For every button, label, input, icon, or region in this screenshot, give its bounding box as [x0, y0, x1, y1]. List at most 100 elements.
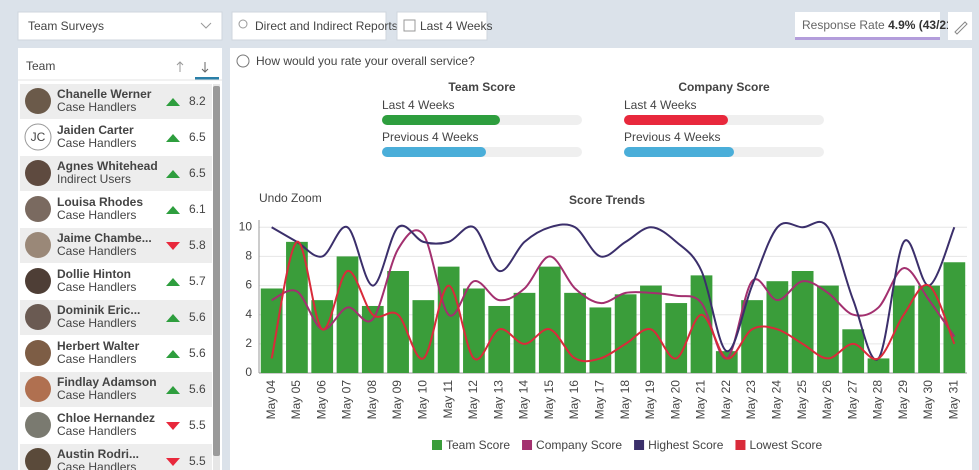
score-row-label: Last 4 Weeks [382, 98, 454, 112]
x-tick-label: May 27 [845, 380, 859, 420]
member-name: Dollie Hinton [57, 267, 131, 281]
scroll-thumb[interactable] [213, 86, 220, 456]
bar [261, 288, 283, 373]
period-label: Last 4 Weeks [420, 19, 492, 33]
y-tick-label: 8 [245, 249, 252, 263]
x-tick-label: May 21 [694, 380, 708, 420]
member-name: Agnes Whitehead [57, 159, 158, 173]
x-tick-label: May 12 [466, 380, 480, 420]
score-title: Team Score [448, 80, 515, 94]
x-tick-label: May 15 [542, 380, 556, 420]
undo-zoom[interactable]: Undo Zoom [259, 191, 322, 205]
x-tick-label: May 09 [390, 380, 404, 420]
legend-swatch [522, 440, 532, 450]
member-score: 5.5 [189, 418, 206, 432]
member-role: Case Handlers [57, 280, 136, 294]
x-tick-label: May 14 [517, 380, 531, 420]
member-score: 8.2 [189, 94, 206, 108]
member-score: 5.7 [189, 274, 206, 288]
member-score: 5.5 [189, 454, 206, 468]
legend-swatch [735, 440, 745, 450]
response-underline [795, 37, 940, 40]
bar [615, 294, 637, 373]
legend-swatch [634, 440, 644, 450]
chart-title: Score Trends [569, 193, 645, 207]
score-bar [624, 115, 728, 125]
dashboard: Team Surveys Direct and Indirect Reports… [0, 0, 979, 470]
y-tick-label: 0 [245, 365, 252, 379]
score-row-label: Previous 4 Weeks [382, 130, 479, 144]
member-role: Case Handlers [57, 136, 136, 150]
avatar [25, 88, 51, 114]
member-role: Case Handlers [57, 100, 136, 114]
member-name: Chloe Hernandez [57, 411, 155, 425]
member-role: Indirect Users [57, 172, 131, 186]
x-tick-label: May 24 [770, 380, 784, 420]
member-name: Jaiden Carter [57, 123, 134, 137]
member-score: 5.6 [189, 382, 206, 396]
legend-label: Team Score [446, 438, 510, 452]
x-tick-label: May 22 [719, 380, 733, 420]
x-tick-label: May 07 [340, 380, 354, 420]
member-name: Dominik Eric... [57, 303, 140, 317]
bar [665, 303, 687, 373]
avatar [25, 160, 51, 186]
member-role: Case Handlers [57, 208, 136, 222]
avatar [25, 268, 51, 294]
response-rate-label: Response Rate [802, 18, 885, 32]
x-tick-label: May 10 [416, 380, 430, 420]
x-tick-label: May 08 [365, 380, 379, 420]
y-tick-label: 6 [245, 278, 252, 292]
member-score: 5.6 [189, 310, 206, 324]
bar [387, 271, 409, 373]
team-title: Team [26, 59, 55, 73]
member-role: Case Handlers [57, 424, 136, 438]
x-tick-label: May 05 [289, 380, 303, 420]
legend-label: Highest Score [648, 438, 724, 452]
x-tick-label: May 30 [921, 380, 935, 420]
x-tick-label: May 20 [668, 380, 682, 420]
avatar-initials: JC [31, 130, 46, 144]
bar [868, 358, 890, 373]
member-name: Chanelle Werner [57, 87, 152, 101]
x-tick-label: May 25 [795, 380, 809, 420]
x-tick-label: May 29 [896, 380, 910, 420]
filter-label: Direct and Indirect Reports [255, 19, 398, 33]
response-rate: Response Rate 4.9% (43/213) [802, 18, 963, 32]
bar [539, 267, 561, 373]
member-role: Case Handlers [57, 460, 136, 470]
bar [463, 288, 485, 373]
avatar [25, 412, 51, 438]
x-tick-label: May 18 [618, 380, 632, 420]
x-tick-label: May 16 [567, 380, 581, 420]
member-role: Case Handlers [57, 244, 136, 258]
bar [514, 293, 536, 373]
x-tick-label: May 17 [593, 380, 607, 420]
member-name: Austin Rodri... [57, 447, 139, 461]
edit-button[interactable] [948, 12, 972, 40]
bar [842, 329, 864, 373]
member-score: 5.8 [189, 238, 206, 252]
x-tick-label: May 19 [643, 380, 657, 420]
y-tick-label: 10 [239, 219, 253, 233]
member-score: 6.1 [189, 202, 206, 216]
x-tick-label: May 28 [871, 380, 885, 420]
legend-label: Lowest Score [749, 438, 822, 452]
x-tick-label: May 23 [744, 380, 758, 420]
member-score: 6.5 [189, 130, 206, 144]
x-tick-label: May 31 [947, 380, 961, 420]
score-row-label: Last 4 Weeks [624, 98, 696, 112]
member-score: 5.6 [189, 346, 206, 360]
avatar [25, 232, 51, 258]
question: How would you rate your overall service? [256, 54, 475, 68]
avatar [25, 376, 51, 402]
member-name: Herbert Walter [57, 339, 140, 353]
score-bar [382, 147, 486, 157]
x-tick-label: May 06 [314, 380, 328, 420]
member-score: 6.5 [189, 166, 206, 180]
avatar [25, 196, 51, 222]
member-role: Case Handlers [57, 352, 136, 366]
legend-swatch [432, 440, 442, 450]
main-panel: How would you rate your overall service?… [230, 48, 972, 470]
